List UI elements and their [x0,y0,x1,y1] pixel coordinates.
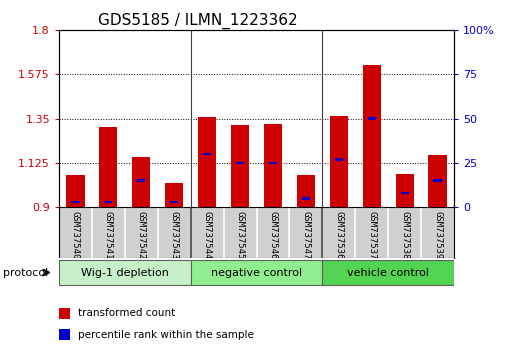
Bar [100,127,117,207]
Bar [297,175,315,207]
Text: protocol: protocol [3,268,48,278]
Bar [428,155,447,207]
Text: GSM737538: GSM737538 [400,211,409,259]
Bar [334,158,343,161]
Text: GSM737537: GSM737537 [367,211,376,259]
Text: GSM737540: GSM737540 [71,211,80,259]
Bar [66,175,85,207]
Bar [401,192,409,194]
Text: GDS5185 / ILMN_1223362: GDS5185 / ILMN_1223362 [98,12,298,29]
Text: GSM737546: GSM737546 [268,211,278,259]
Bar [137,179,145,182]
Text: Wig-1 depletion: Wig-1 depletion [81,268,169,278]
Bar [104,200,112,203]
Text: percentile rank within the sample: percentile rank within the sample [78,330,254,339]
Bar [236,161,244,164]
Bar [191,260,322,285]
Bar [231,125,249,207]
Bar [264,125,282,207]
Bar [363,64,381,207]
Text: GSM737547: GSM737547 [301,211,310,259]
Text: GSM737539: GSM737539 [433,211,442,259]
Bar [322,260,454,285]
Text: GSM737536: GSM737536 [334,211,343,259]
Bar [132,157,150,207]
Bar [269,161,277,164]
Bar [198,116,216,207]
Bar [203,153,211,155]
Bar [165,183,183,207]
Text: GSM737541: GSM737541 [104,211,113,259]
Text: transformed count: transformed count [78,308,175,318]
Bar [368,117,376,120]
Bar [59,260,191,285]
Bar [433,179,442,182]
Bar [330,116,348,207]
Text: GSM737544: GSM737544 [203,211,212,259]
Text: GSM737545: GSM737545 [235,211,245,259]
Bar [170,200,179,203]
Bar [71,200,80,203]
Text: GSM737543: GSM737543 [170,211,179,259]
Text: GSM737542: GSM737542 [137,211,146,259]
Text: negative control: negative control [211,268,302,278]
Text: vehicle control: vehicle control [347,268,429,278]
Bar [302,197,310,200]
Bar [396,174,413,207]
